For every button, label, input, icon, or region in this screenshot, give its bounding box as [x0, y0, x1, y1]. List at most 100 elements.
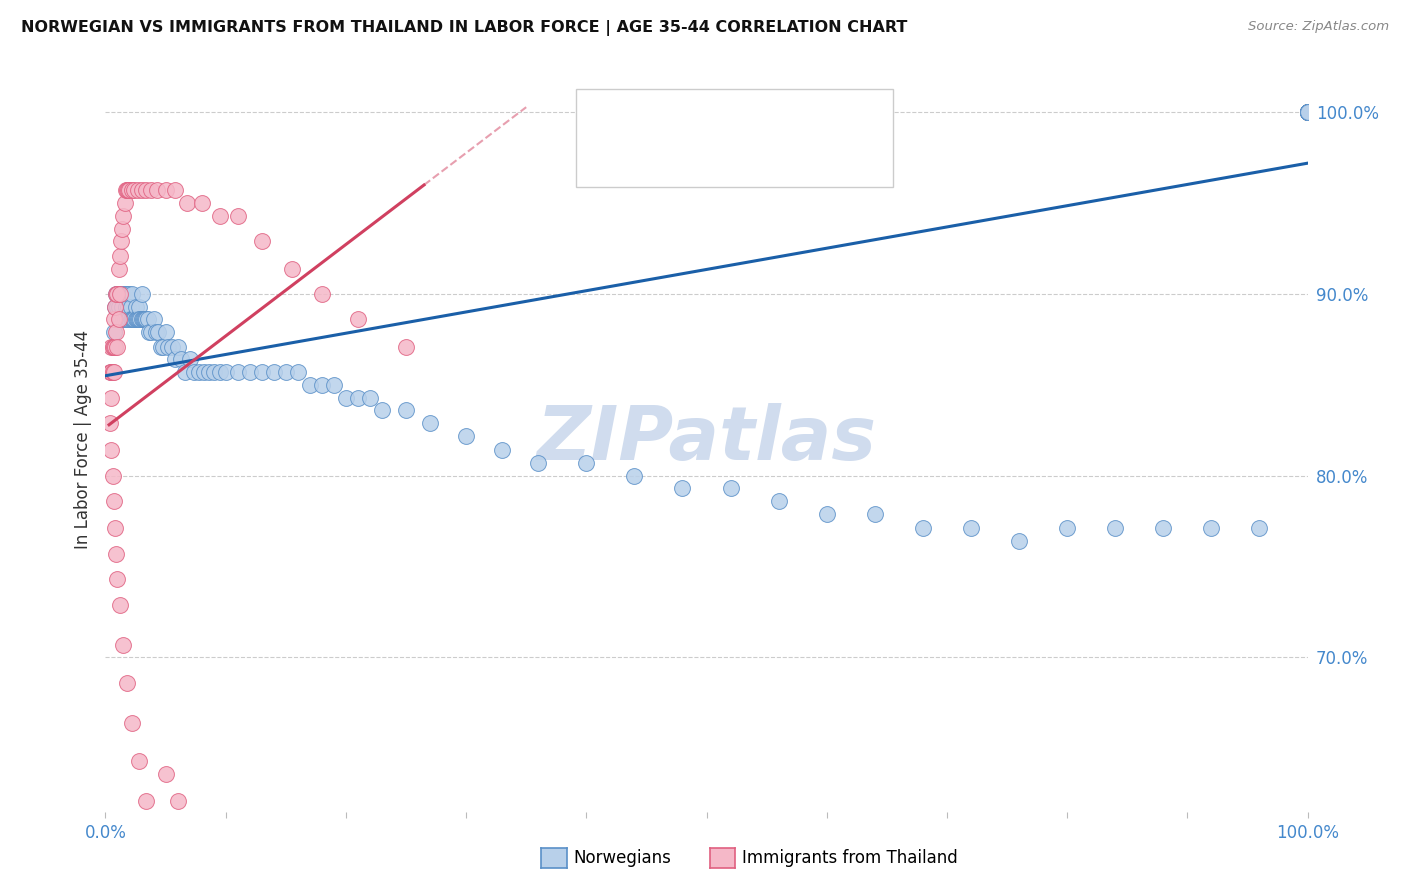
Point [111, 300, 134, 314]
Point [1296, 105, 1319, 120]
Point [347, 391, 370, 405]
Point [419, 416, 441, 430]
Point [1296, 105, 1319, 120]
Point [527, 456, 550, 470]
Point [815, 507, 838, 521]
Point [98, 365, 121, 379]
Point [131, 312, 153, 326]
Text: Source: ZipAtlas.com: Source: ZipAtlas.com [1249, 20, 1389, 33]
Point [1296, 105, 1319, 120]
Point [107, 287, 129, 301]
Point [287, 365, 309, 379]
Point [112, 287, 135, 301]
Point [1296, 105, 1319, 120]
Point [98, 416, 121, 430]
Point [127, 312, 149, 326]
Point [274, 365, 297, 379]
Point [173, 365, 195, 379]
Point [110, 287, 132, 301]
Point [1008, 534, 1031, 549]
Point [188, 365, 211, 379]
Point [107, 312, 129, 326]
Point [108, 312, 131, 326]
Point [1296, 105, 1319, 120]
Point [170, 352, 193, 367]
Point [110, 235, 132, 249]
Point [112, 312, 135, 326]
Point [1296, 105, 1319, 120]
Point [135, 794, 157, 808]
Point [322, 377, 344, 392]
Point [1296, 105, 1319, 120]
Point [115, 675, 138, 690]
Point [166, 794, 188, 808]
Point [768, 494, 790, 508]
Point [1296, 105, 1319, 120]
Point [1296, 105, 1319, 120]
Point [395, 403, 418, 417]
Point [131, 287, 153, 301]
Point [1296, 105, 1319, 120]
Point [107, 287, 129, 301]
Point [863, 507, 886, 521]
Point [124, 312, 146, 326]
Text: NORWEGIAN VS IMMIGRANTS FROM THAILAND IN LABOR FORCE | AGE 35-44 CORRELATION CHA: NORWEGIAN VS IMMIGRANTS FROM THAILAND IN… [21, 20, 907, 36]
Point [1296, 105, 1319, 120]
Point [1296, 105, 1319, 120]
Point [108, 598, 131, 612]
Point [115, 312, 138, 326]
Point [183, 365, 205, 379]
Point [124, 183, 146, 197]
Point [179, 352, 201, 367]
Point [146, 183, 169, 197]
Point [1296, 105, 1319, 120]
Point [208, 365, 231, 379]
Point [208, 209, 231, 223]
Point [117, 183, 139, 197]
Point [311, 287, 333, 301]
Point [454, 428, 477, 442]
Point [100, 365, 122, 379]
Point [1056, 521, 1078, 535]
Point [1296, 105, 1319, 120]
Point [1296, 105, 1319, 120]
Point [105, 325, 128, 339]
Point [1152, 521, 1174, 535]
Point [239, 365, 262, 379]
Point [114, 312, 136, 326]
Point [155, 183, 177, 197]
Point [1296, 105, 1319, 120]
Point [129, 312, 152, 326]
Point [1296, 105, 1319, 120]
Point [103, 325, 125, 339]
Point [115, 183, 138, 197]
Point [101, 468, 124, 483]
Point [335, 391, 357, 405]
Point [1296, 105, 1319, 120]
Point [1249, 521, 1271, 535]
Point [108, 249, 131, 263]
Point [491, 443, 513, 458]
Point [149, 340, 172, 354]
Point [104, 521, 127, 535]
Point [128, 312, 150, 326]
Point [1296, 105, 1319, 120]
Point [1296, 105, 1319, 120]
Point [115, 183, 138, 197]
Point [139, 183, 162, 197]
Point [250, 235, 273, 249]
Point [117, 300, 139, 314]
Point [121, 312, 143, 326]
Point [107, 300, 129, 314]
Point [359, 391, 381, 405]
Point [134, 312, 156, 326]
Point [226, 365, 249, 379]
Point [160, 340, 183, 354]
Point [152, 340, 174, 354]
Point [118, 287, 141, 301]
Point [128, 300, 150, 314]
Point [166, 340, 188, 354]
Point [1296, 105, 1319, 120]
Point [165, 183, 187, 197]
Point [118, 183, 141, 197]
